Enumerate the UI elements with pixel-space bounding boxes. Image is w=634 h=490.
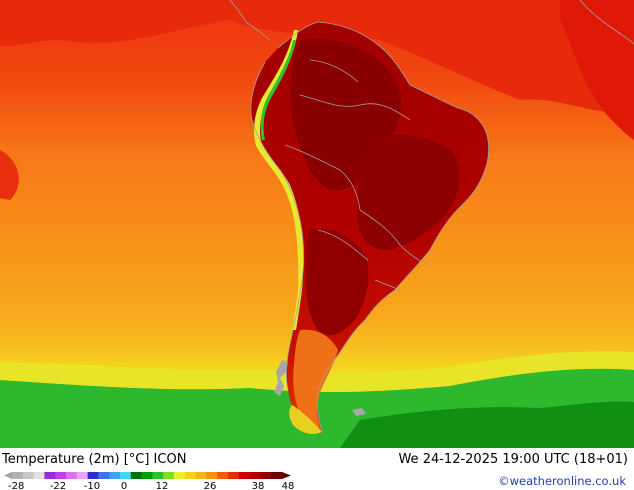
yellow-band xyxy=(0,351,634,393)
scale-right-arrow xyxy=(282,472,291,479)
patagonia-warm xyxy=(293,329,338,429)
north-warm-zone xyxy=(0,0,634,113)
scale-swatch xyxy=(55,472,67,479)
color-scale: -28 -22 -10 0 12 26 38 48 xyxy=(4,472,295,490)
scale-swatch xyxy=(98,472,110,479)
credit-link[interactable]: ©weatheronline.co.uk xyxy=(498,474,626,488)
scale-swatch xyxy=(76,472,88,479)
tick-label: 26 xyxy=(204,481,217,490)
tierra-del-fuego xyxy=(289,405,322,434)
scale-swatch xyxy=(33,472,45,479)
scale-left-arrow xyxy=(4,472,12,479)
temperature-map xyxy=(0,0,634,448)
scale-swatch xyxy=(184,472,196,479)
scale-swatch xyxy=(260,472,272,479)
chile-islands xyxy=(274,360,288,396)
tick-label: -22 xyxy=(50,481,66,490)
color-scale-swatches xyxy=(12,472,283,479)
andes-strip xyxy=(254,30,304,330)
tick-label: 48 xyxy=(282,481,295,490)
scale-swatch xyxy=(163,472,175,479)
africa-landmass xyxy=(560,0,634,140)
central-hot-core xyxy=(357,134,460,251)
andes-green xyxy=(260,40,296,140)
argentina-hot xyxy=(305,228,369,336)
scale-swatch xyxy=(206,472,218,479)
south-dark-green xyxy=(340,401,634,448)
scale-swatch xyxy=(130,472,142,479)
map-title: Temperature (2m) [°C] ICON xyxy=(2,452,187,467)
scale-swatch xyxy=(22,472,34,479)
scale-swatch xyxy=(238,472,250,479)
scale-swatch xyxy=(87,472,99,479)
tick-label: -28 xyxy=(8,481,24,490)
country-borders xyxy=(229,0,634,433)
tick-label: 0 xyxy=(121,481,127,490)
footer-bar: Temperature (2m) [°C] ICON We 24-12-2025… xyxy=(0,448,634,490)
scale-swatch xyxy=(195,472,207,479)
west-warm-patch xyxy=(0,150,19,200)
scale-swatch xyxy=(12,472,24,479)
valid-time: We 24-12-2025 19:00 UTC (18+01) xyxy=(398,452,628,467)
scale-swatch xyxy=(120,472,132,479)
scale-swatch xyxy=(44,472,56,479)
scale-swatch xyxy=(249,472,261,479)
scale-swatch xyxy=(174,472,186,479)
falkland-islands xyxy=(352,408,366,416)
scale-swatch xyxy=(152,472,164,479)
scale-swatch xyxy=(141,472,153,479)
tick-label: 38 xyxy=(252,481,265,490)
scale-swatch xyxy=(217,472,229,479)
scale-swatch xyxy=(66,472,78,479)
scale-swatch xyxy=(109,472,121,479)
scale-swatch xyxy=(271,472,283,479)
scale-swatch xyxy=(228,472,240,479)
tick-label: -10 xyxy=(84,481,100,490)
tick-label: 12 xyxy=(156,481,169,490)
